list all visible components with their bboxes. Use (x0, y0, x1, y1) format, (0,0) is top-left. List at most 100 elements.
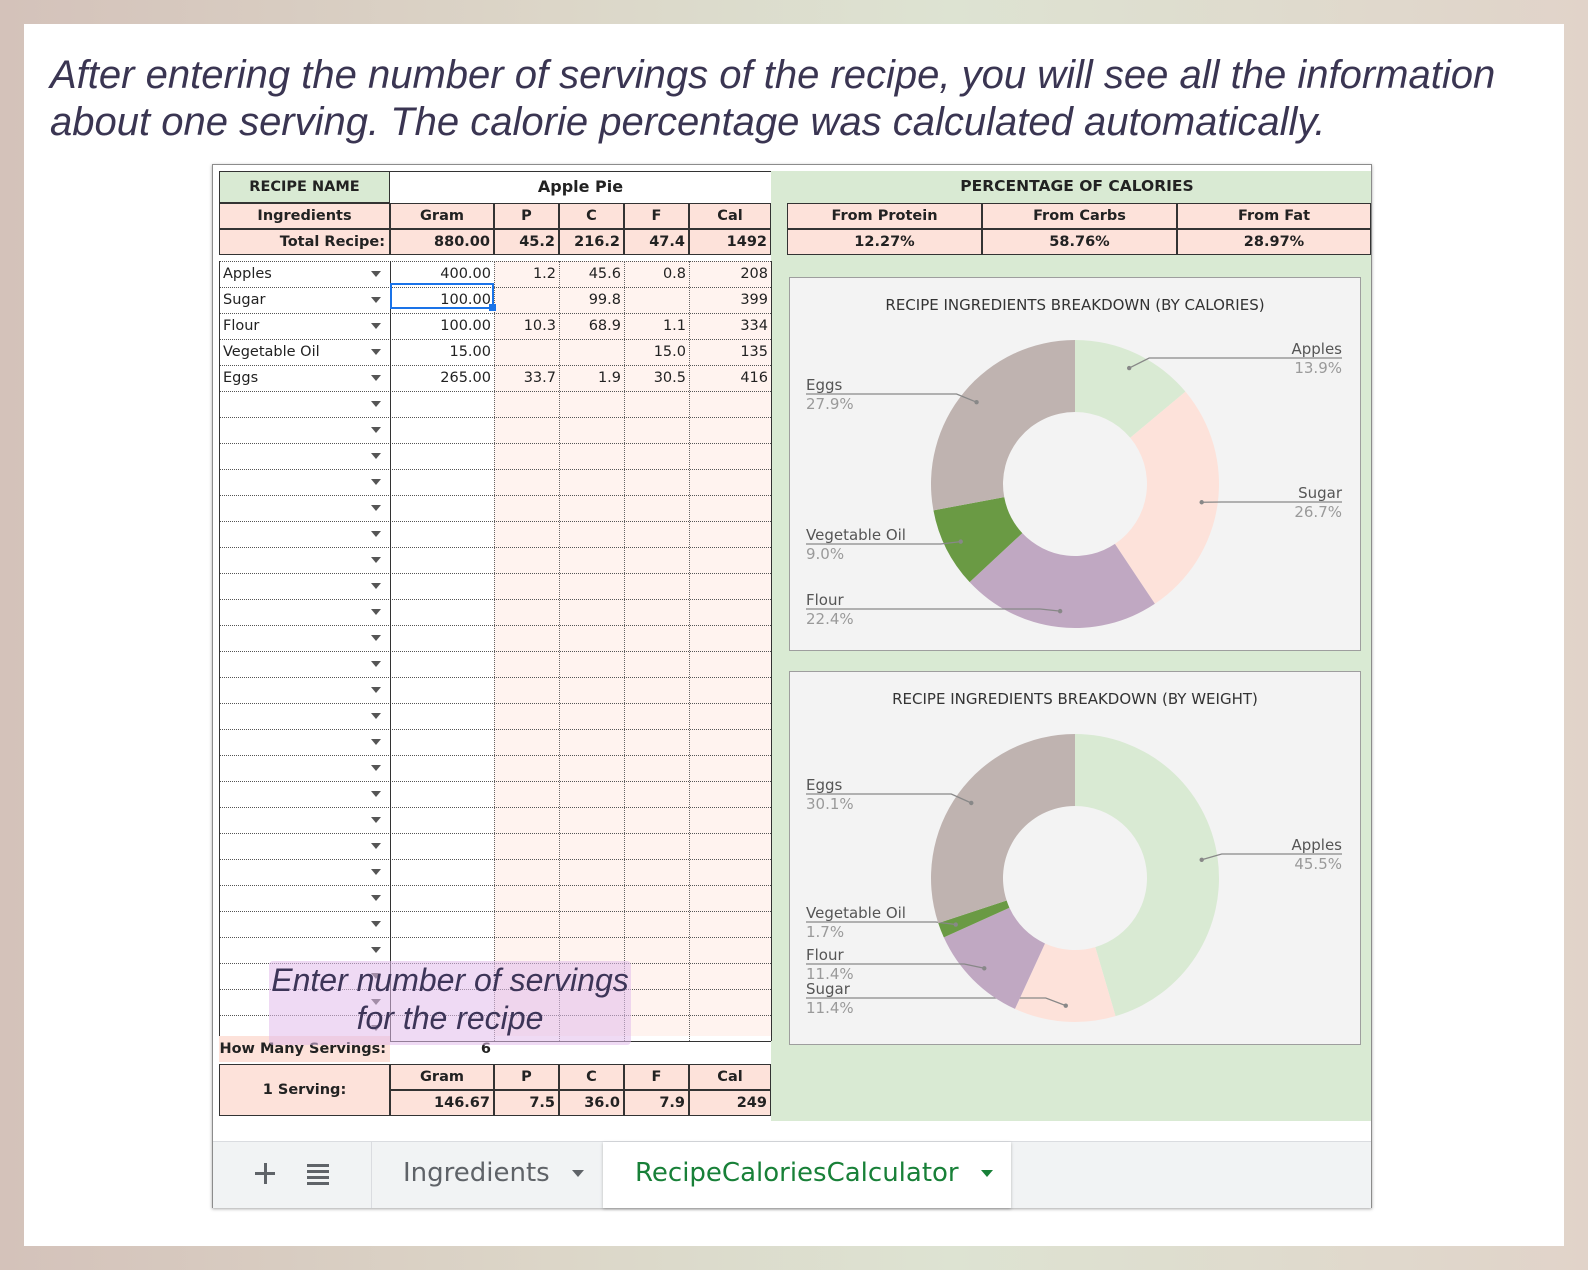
hint-line-2: for the recipe (356, 1000, 544, 1036)
dropdown-arrow-icon[interactable] (371, 271, 381, 277)
dropdown-arrow-icon[interactable] (371, 895, 381, 901)
donut-slice-apples[interactable] (1075, 734, 1219, 1017)
slice-percent-label: 22.4% (806, 610, 854, 628)
dropdown-arrow-icon[interactable] (371, 375, 381, 381)
dropdown-arrow-icon[interactable] (371, 297, 381, 303)
donut-slice-eggs[interactable] (931, 734, 1075, 924)
dropdown-arrow-icon[interactable] (371, 687, 381, 693)
ingredient-f-cell[interactable]: 0.8 (662, 266, 686, 282)
column-separator (494, 261, 495, 1041)
recipe-name-value[interactable]: Apple Pie (390, 171, 771, 203)
ingredient-name-cell[interactable]: Apples (223, 266, 272, 282)
dropdown-arrow-icon[interactable] (371, 323, 381, 329)
ingredient-f-cell[interactable]: 15.0 (653, 344, 686, 360)
ingredient-p-cell[interactable]: 33.7 (523, 370, 556, 386)
ingredient-gram-cell[interactable]: 15.00 (449, 344, 491, 360)
sheet-grid[interactable]: RECIPE NAME Apple Pie PERCENTAGE OF CALO… (213, 165, 1371, 1141)
ingredient-p-cell[interactable] (494, 339, 559, 365)
row-separator (219, 339, 771, 340)
dropdown-arrow-icon[interactable] (371, 765, 381, 771)
donut-slice-sugar[interactable] (1014, 943, 1116, 1022)
dropdown-arrow-icon[interactable] (371, 713, 381, 719)
leader-dot (953, 922, 958, 927)
dropdown-arrow-icon[interactable] (371, 739, 381, 745)
donut-slice-flour[interactable] (943, 907, 1045, 1009)
ingredient-cal-cell[interactable]: 334 (740, 318, 768, 334)
row-separator (219, 729, 771, 730)
plus-icon[interactable] (251, 1158, 279, 1188)
ingredient-name-cell[interactable]: Vegetable Oil (223, 344, 320, 360)
dropdown-arrow-icon[interactable] (371, 921, 381, 927)
ingredient-c-cell[interactable] (559, 339, 624, 365)
ingredient-f-cell[interactable]: 1.1 (662, 318, 686, 334)
donut-slice-vegetable-oil[interactable] (938, 900, 1010, 938)
ingredient-cal-cell[interactable]: 135 (740, 344, 768, 360)
dropdown-arrow-icon[interactable] (371, 947, 381, 953)
leader-line (806, 608, 1061, 612)
slice-category-label: Apples (1291, 836, 1342, 854)
dropdown-arrow-icon[interactable] (371, 843, 381, 849)
dropdown-arrow-icon[interactable] (371, 401, 381, 407)
one-serving-label: 1 Serving: (219, 1064, 390, 1116)
tab-recipe-calories-calculator[interactable]: RecipeCaloriesCalculator (603, 1142, 1011, 1208)
row-separator (219, 885, 771, 886)
selected-cell[interactable] (390, 283, 494, 309)
dropdown-arrow-icon[interactable] (371, 661, 381, 667)
dropdown-arrow-icon[interactable] (371, 453, 381, 459)
ingredient-c-cell[interactable]: 1.9 (597, 370, 621, 386)
dropdown-arrow-icon[interactable] (371, 531, 381, 537)
donut-slice-flour[interactable] (969, 533, 1155, 628)
leader-dot (974, 399, 979, 405)
fill-handle[interactable] (489, 304, 496, 311)
ingredient-p-cell[interactable] (494, 287, 559, 313)
ingredient-c-cell[interactable]: 45.6 (588, 266, 621, 282)
dropdown-arrow-icon[interactable] (371, 479, 381, 485)
ingredient-gram-cell[interactable]: 265.00 (440, 370, 491, 386)
list-icon[interactable] (307, 1162, 331, 1185)
chart-title: RECIPE INGREDIENTS BREAKDOWN (BY CALORIE… (885, 296, 1265, 314)
dropdown-arrow-icon[interactable] (371, 349, 381, 355)
serving-header-c: C (559, 1064, 624, 1090)
dropdown-arrow-icon[interactable] (371, 791, 381, 797)
ingredient-gram-cell[interactable]: 100.00 (440, 292, 491, 308)
ingredient-f-cell[interactable]: 30.5 (653, 370, 686, 386)
dropdown-arrow-icon[interactable] (371, 583, 381, 589)
ingredient-cal-cell[interactable]: 399 (740, 292, 768, 308)
macro-columns-background (494, 261, 771, 1036)
ingredient-c-cell[interactable]: 99.8 (588, 292, 621, 308)
ingredient-p-cell[interactable]: 1.2 (532, 266, 556, 282)
dropdown-arrow-icon[interactable] (371, 869, 381, 875)
dropdown-arrow-icon[interactable] (371, 427, 381, 433)
chart-by-calories[interactable]: RECIPE INGREDIENTS BREAKDOWN (BY CALORIE… (789, 277, 1361, 651)
ingredient-name-cell[interactable]: Eggs (223, 370, 259, 386)
chart-by-weight[interactable]: RECIPE INGREDIENTS BREAKDOWN (BY WEIGHT)… (789, 671, 1361, 1045)
chevron-down-icon[interactable] (571, 1170, 584, 1177)
dropdown-arrow-icon[interactable] (371, 557, 381, 563)
slice-category-label: Eggs (806, 776, 843, 794)
row-separator (219, 365, 771, 366)
ingredient-gram-cell[interactable]: 100.00 (440, 318, 491, 334)
ingredient-cal-cell[interactable]: 416 (740, 370, 768, 386)
slice-category-label: Vegetable Oil (806, 526, 906, 544)
donut-slice-vegetable-oil[interactable] (933, 497, 1023, 583)
tab-ingredients[interactable]: Ingredients (403, 1142, 584, 1208)
leader-line (1201, 853, 1342, 861)
ingredient-gram-cell[interactable]: 400.00 (440, 266, 491, 282)
servings-input[interactable]: 6 (480, 1041, 491, 1057)
donut-slice-apples[interactable] (1075, 340, 1186, 438)
ingredient-name-cell[interactable]: Sugar (223, 292, 266, 308)
donut-slice-eggs[interactable] (931, 340, 1075, 511)
ingredient-cal-cell[interactable]: 208 (740, 266, 768, 282)
ingredient-p-cell[interactable]: 10.3 (523, 318, 556, 334)
chevron-down-icon[interactable] (980, 1170, 993, 1177)
ingredient-f-cell[interactable] (624, 287, 689, 313)
donut-slice-sugar[interactable] (1114, 391, 1219, 604)
slice-percent-label: 30.1% (806, 795, 854, 813)
dropdown-arrow-icon[interactable] (371, 505, 381, 511)
dropdown-arrow-icon[interactable] (371, 817, 381, 823)
ingredient-c-cell[interactable]: 68.9 (588, 318, 621, 334)
ingredient-name-cell[interactable]: Flour (223, 318, 260, 334)
dropdown-arrow-icon[interactable] (371, 609, 381, 615)
row-separator (219, 573, 771, 574)
dropdown-arrow-icon[interactable] (371, 635, 381, 641)
